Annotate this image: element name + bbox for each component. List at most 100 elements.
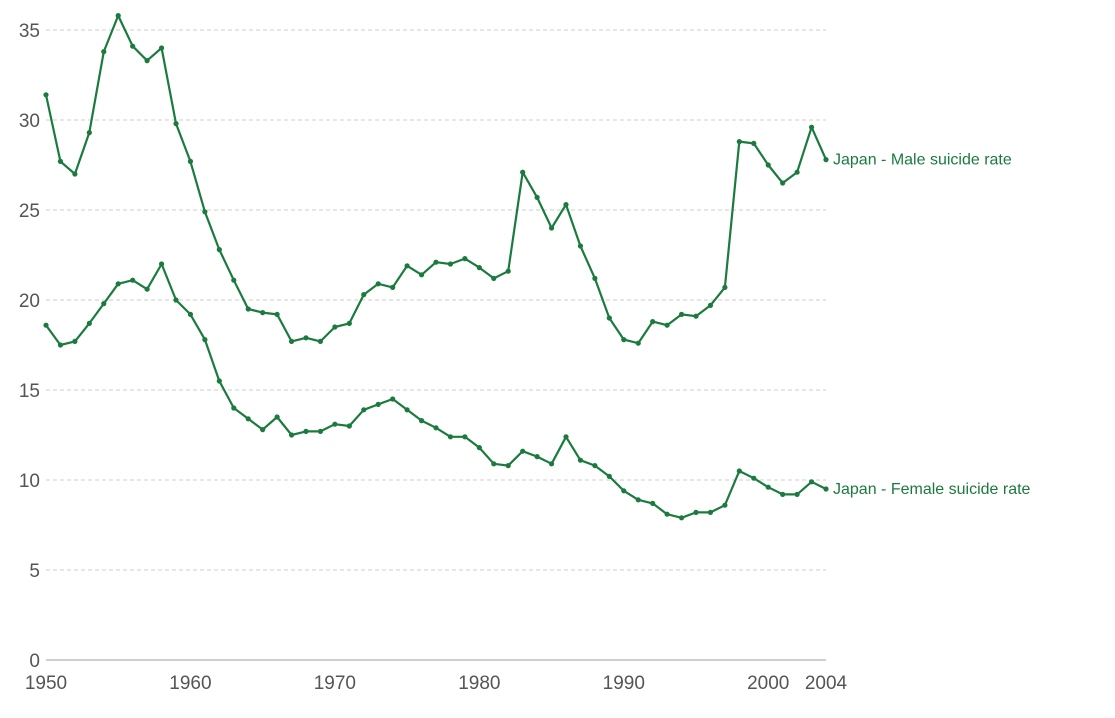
data-point [592, 463, 598, 469]
data-point [563, 202, 569, 208]
series-line [45, 262, 827, 519]
data-point [707, 302, 714, 308]
data-point [86, 130, 92, 136]
data-point [130, 43, 136, 49]
data-point [780, 491, 786, 497]
data-point [72, 338, 78, 344]
data-point [606, 473, 612, 479]
data-point [158, 261, 165, 267]
data-point [592, 275, 598, 281]
series-label: Japan - Female suicide rate [833, 481, 1031, 498]
data-point [418, 418, 425, 424]
data-point [606, 315, 612, 321]
series-label: Japan - Male suicide rate [833, 152, 1012, 169]
x-tick-label: 1980 [458, 673, 500, 694]
data-point [707, 509, 714, 515]
data-point [433, 259, 439, 265]
x-axis-tick-labels: 1950 1960 1970 1980 1990 2000 2004 [25, 673, 848, 694]
data-point [635, 340, 641, 346]
data-point [187, 158, 194, 164]
data-point [418, 272, 425, 278]
data-point [43, 322, 49, 328]
data-point [115, 281, 121, 287]
grid-lines [46, 29, 826, 571]
data-point [462, 434, 468, 440]
data-point [43, 92, 49, 98]
data-point [577, 457, 584, 463]
data-point [101, 301, 107, 307]
data-point [260, 310, 266, 316]
data-point [332, 421, 338, 427]
data-point [404, 407, 410, 413]
data-point [173, 121, 179, 127]
y-axis-tick-labels: 0 5 10 15 20 25 30 35 [19, 21, 40, 672]
data-point [144, 58, 150, 64]
data-point [751, 475, 757, 481]
data-point [722, 502, 728, 508]
data-point [563, 434, 569, 440]
data-point [288, 432, 295, 438]
y-tick-label: 0 [29, 651, 40, 672]
data-point [621, 488, 627, 494]
data-point [317, 338, 324, 344]
data-point [274, 414, 280, 420]
data-point [303, 428, 309, 434]
data-point [621, 337, 627, 343]
data-point [433, 425, 439, 431]
data-point [390, 396, 396, 402]
data-point [693, 313, 699, 319]
data-point [187, 311, 194, 317]
data-point [751, 140, 757, 146]
data-point [520, 448, 526, 454]
series-male [43, 13, 829, 346]
y-tick-label: 25 [19, 201, 40, 222]
data-point [101, 49, 107, 55]
data-point [288, 338, 295, 344]
data-point [375, 401, 381, 407]
data-point [274, 311, 280, 317]
data-point [447, 434, 454, 440]
data-point [158, 45, 165, 51]
series-line [44, 14, 828, 345]
data-point [404, 263, 410, 269]
data-point [317, 428, 324, 434]
data-point [476, 265, 482, 271]
y-tick-label: 15 [19, 381, 40, 402]
series-labels: Japan - Male suicide rate Japan - Female … [833, 152, 1031, 498]
data-point [260, 427, 266, 433]
data-point [491, 461, 497, 467]
data-point [794, 169, 800, 175]
x-tick-label: 1970 [314, 673, 356, 694]
y-tick-label: 30 [19, 111, 40, 132]
series-group [43, 13, 829, 521]
data-point [346, 423, 352, 429]
data-point [693, 509, 699, 515]
x-tick-label: 2004 [805, 673, 848, 694]
data-point [375, 281, 381, 287]
data-point [72, 171, 78, 177]
data-point [548, 461, 555, 467]
data-point [505, 268, 511, 274]
data-point [245, 306, 251, 312]
data-point [823, 486, 829, 492]
data-point [361, 407, 367, 413]
data-point [491, 275, 497, 281]
y-tick-label: 5 [29, 561, 40, 582]
data-point [722, 284, 728, 290]
data-point [678, 515, 685, 521]
data-point [245, 416, 251, 422]
data-point [635, 497, 641, 503]
series-female [43, 261, 829, 521]
data-point [736, 139, 742, 145]
data-point [808, 479, 815, 485]
y-tick-label: 20 [19, 291, 40, 312]
data-point [303, 335, 309, 341]
data-point [202, 337, 208, 343]
data-point [678, 311, 685, 317]
data-point [664, 511, 670, 517]
data-point [548, 225, 555, 231]
data-point [144, 286, 150, 292]
data-point [577, 243, 584, 249]
x-tick-label: 2000 [747, 673, 789, 694]
